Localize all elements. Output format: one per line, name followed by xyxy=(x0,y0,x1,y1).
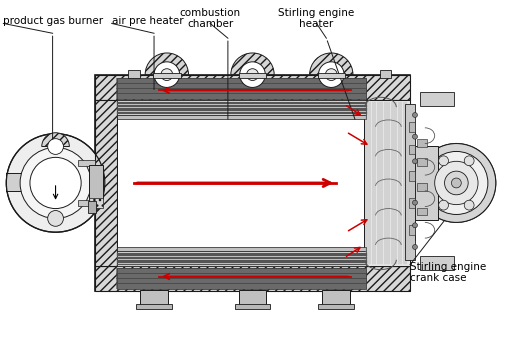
Circle shape xyxy=(47,139,63,155)
Circle shape xyxy=(47,210,63,226)
Bar xyxy=(78,200,95,206)
Circle shape xyxy=(450,178,461,188)
Circle shape xyxy=(246,69,258,81)
Bar xyxy=(419,92,453,106)
Text: Stirling engine
heater: Stirling engine heater xyxy=(278,8,354,29)
Circle shape xyxy=(412,244,417,249)
Bar xyxy=(95,266,409,291)
Bar xyxy=(95,100,116,266)
Bar xyxy=(93,165,100,201)
Bar xyxy=(6,173,26,191)
Bar xyxy=(408,225,414,235)
Circle shape xyxy=(412,200,417,205)
Circle shape xyxy=(438,200,447,210)
Wedge shape xyxy=(145,53,188,75)
Circle shape xyxy=(463,200,473,210)
Bar xyxy=(416,183,426,191)
Bar xyxy=(153,73,180,78)
Bar xyxy=(322,290,349,306)
Wedge shape xyxy=(42,133,69,147)
Text: combustion
chamber: combustion chamber xyxy=(179,8,240,29)
Circle shape xyxy=(463,156,473,166)
Circle shape xyxy=(412,134,417,139)
Wedge shape xyxy=(230,53,274,75)
Circle shape xyxy=(434,161,477,205)
Circle shape xyxy=(444,171,467,195)
Text: air pre heater: air pre heater xyxy=(112,16,183,26)
Circle shape xyxy=(161,69,172,81)
Circle shape xyxy=(239,62,265,87)
Circle shape xyxy=(318,62,343,87)
Bar xyxy=(116,247,365,251)
Bar xyxy=(365,100,409,266)
Wedge shape xyxy=(309,53,352,75)
Bar xyxy=(88,201,96,213)
Bar xyxy=(234,304,270,309)
Bar xyxy=(407,122,414,240)
Circle shape xyxy=(154,62,179,87)
Bar xyxy=(363,100,409,266)
Bar xyxy=(317,73,344,78)
Bar xyxy=(416,139,426,147)
Bar xyxy=(140,290,168,306)
Bar xyxy=(116,100,365,266)
Bar xyxy=(95,75,409,291)
Bar xyxy=(419,256,453,270)
Circle shape xyxy=(424,152,487,214)
Bar xyxy=(379,70,390,78)
Bar xyxy=(318,304,353,309)
Circle shape xyxy=(30,157,81,209)
Bar xyxy=(116,100,365,115)
Bar xyxy=(408,144,414,155)
Bar xyxy=(116,268,365,289)
Bar xyxy=(78,160,95,166)
Bar xyxy=(95,75,409,100)
Text: Stirling engine
crank case: Stirling engine crank case xyxy=(409,262,485,283)
Circle shape xyxy=(412,223,417,228)
Bar xyxy=(416,158,426,166)
Bar xyxy=(405,104,414,260)
Circle shape xyxy=(438,156,447,166)
Circle shape xyxy=(325,69,336,81)
Text: product gas burner: product gas burner xyxy=(4,16,104,26)
Bar xyxy=(416,208,426,216)
Bar xyxy=(408,122,414,132)
Circle shape xyxy=(416,144,495,222)
Circle shape xyxy=(6,134,105,232)
Circle shape xyxy=(20,148,91,218)
Circle shape xyxy=(412,159,417,164)
Bar xyxy=(116,78,365,99)
Circle shape xyxy=(412,113,417,117)
Bar xyxy=(116,115,365,119)
Bar xyxy=(238,290,266,306)
Bar xyxy=(238,73,266,78)
Bar xyxy=(128,70,140,78)
Bar xyxy=(408,198,414,208)
Bar xyxy=(89,198,103,208)
Bar xyxy=(136,304,171,309)
Bar xyxy=(89,165,103,199)
Bar xyxy=(116,251,365,266)
Bar xyxy=(412,145,437,220)
Wedge shape xyxy=(416,144,495,222)
Bar xyxy=(408,171,414,181)
